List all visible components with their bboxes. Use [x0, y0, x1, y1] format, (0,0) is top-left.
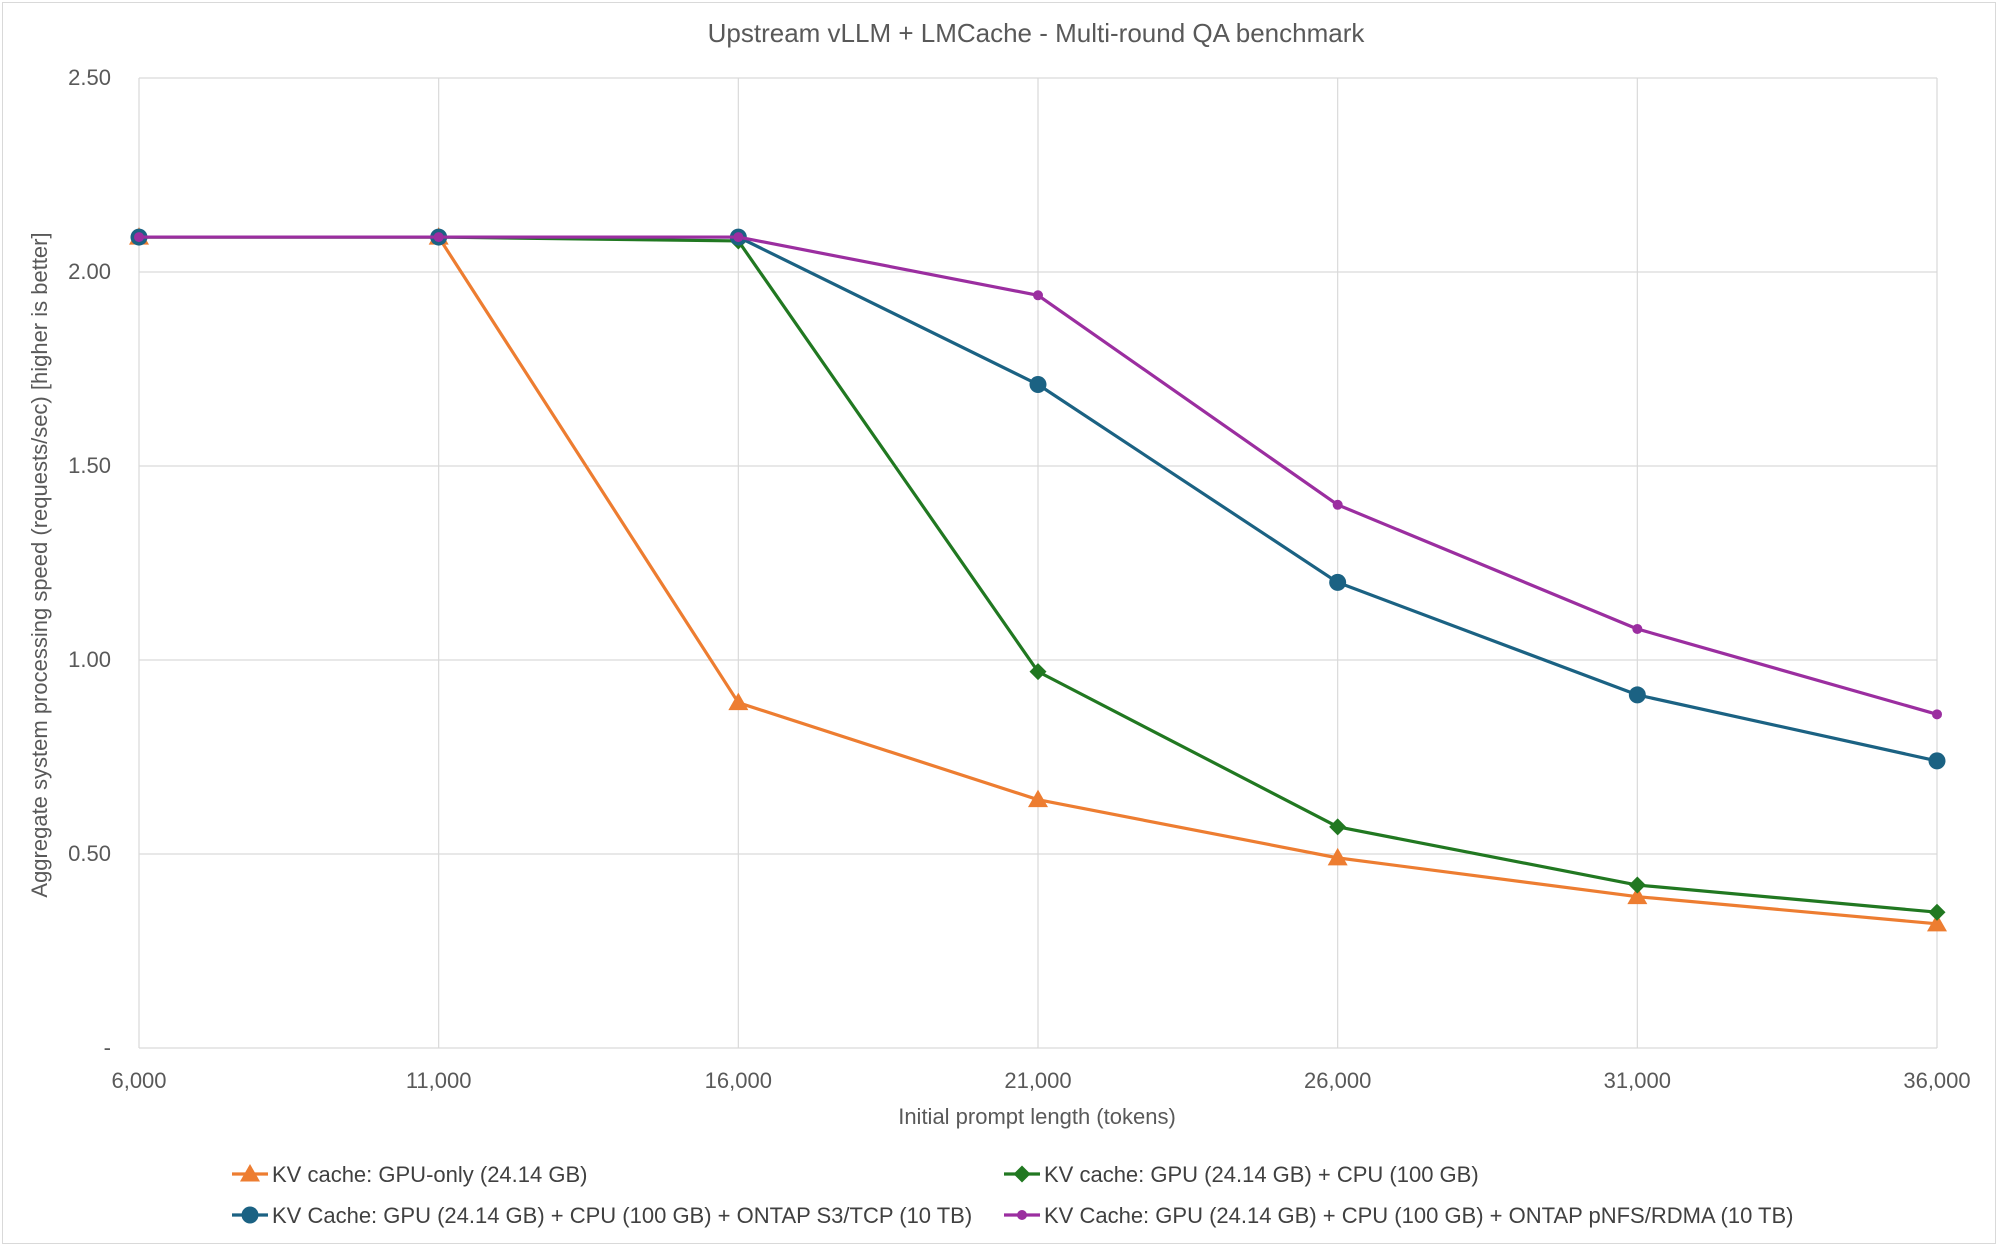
chart-title: Upstream vLLM + LMCache - Multi-round QA…	[708, 18, 1366, 48]
data-point	[1327, 847, 1348, 866]
x-tick-label: 16,000	[705, 1068, 772, 1093]
legend-item: KV Cache: GPU (24.14 GB) + CPU (100 GB) …	[232, 1203, 972, 1228]
series-layer	[129, 227, 1947, 932]
data-point	[1332, 499, 1343, 510]
y-tick-label: 0.50	[68, 841, 111, 866]
x-tick-label: 6,000	[111, 1068, 166, 1093]
x-axis-label: Initial prompt length (tokens)	[898, 1104, 1176, 1129]
data-point	[1928, 903, 1946, 921]
legend-marker	[240, 1164, 260, 1182]
data-point	[1029, 376, 1047, 394]
data-point	[1928, 752, 1946, 770]
x-tick-label: 26,000	[1304, 1068, 1371, 1093]
data-point	[1628, 876, 1646, 894]
legend-label: KV cache: GPU-only (24.14 GB)	[272, 1162, 587, 1187]
data-point	[1927, 913, 1947, 932]
legend-item: KV cache: GPU-only (24.14 GB)	[232, 1162, 587, 1187]
data-point	[1033, 290, 1043, 301]
x-tick-label: 36,000	[1903, 1068, 1970, 1093]
data-point	[1632, 623, 1643, 634]
data-point	[1628, 686, 1646, 704]
legend-marker	[241, 1206, 259, 1224]
series-4	[134, 232, 1942, 720]
y-tick-label: 2.50	[68, 65, 111, 90]
data-point	[733, 232, 744, 243]
y-tick-label: 2.00	[68, 259, 111, 284]
x-axis-ticks: 6,000 11,000 16,000 21,000 26,000 31,000 36,00…	[111, 1068, 1970, 1093]
x-tick-label: 11,000	[406, 1068, 472, 1093]
x-tick-label: 31,000	[1604, 1068, 1671, 1093]
y-axis-label: Aggregate system processing speed (reque…	[27, 232, 52, 897]
legend-item: KV Cache: GPU (24.14 GB) + CPU (100 GB) …	[1004, 1203, 1793, 1228]
x-tick-label: 21,000	[1004, 1068, 1071, 1093]
y-tick-label: 1.00	[68, 647, 111, 672]
legend-label: KV Cache: GPU (24.14 GB) + CPU (100 GB) …	[1044, 1203, 1793, 1228]
data-point	[1329, 818, 1347, 836]
legend-item: KV cache: GPU (24.14 GB) + CPU (100 GB)	[1004, 1162, 1479, 1187]
data-point	[1627, 886, 1648, 905]
data-point	[1932, 709, 1942, 720]
grid	[138, 77, 1938, 1049]
legend-marker	[1017, 1210, 1027, 1220]
data-point	[728, 692, 749, 711]
y-axis-ticks: - 0.50 1.00 1.50 2.00 2.50	[68, 65, 111, 1060]
data-point	[134, 232, 144, 243]
data-point	[1028, 789, 1048, 808]
y-tick-label: 1.50	[68, 453, 111, 478]
data-point	[433, 232, 444, 243]
data-point	[1029, 663, 1047, 681]
legend-label: KV cache: GPU (24.14 GB) + CPU (100 GB)	[1044, 1162, 1479, 1187]
legend-marker	[1013, 1165, 1031, 1183]
legend: KV cache: GPU-only (24.14 GB) KV cache: G…	[232, 1162, 1793, 1228]
legend-label: KV Cache: GPU (24.14 GB) + CPU (100 GB) …	[272, 1203, 972, 1228]
data-point	[1329, 573, 1347, 591]
y-tick-label: -	[104, 1035, 111, 1060]
